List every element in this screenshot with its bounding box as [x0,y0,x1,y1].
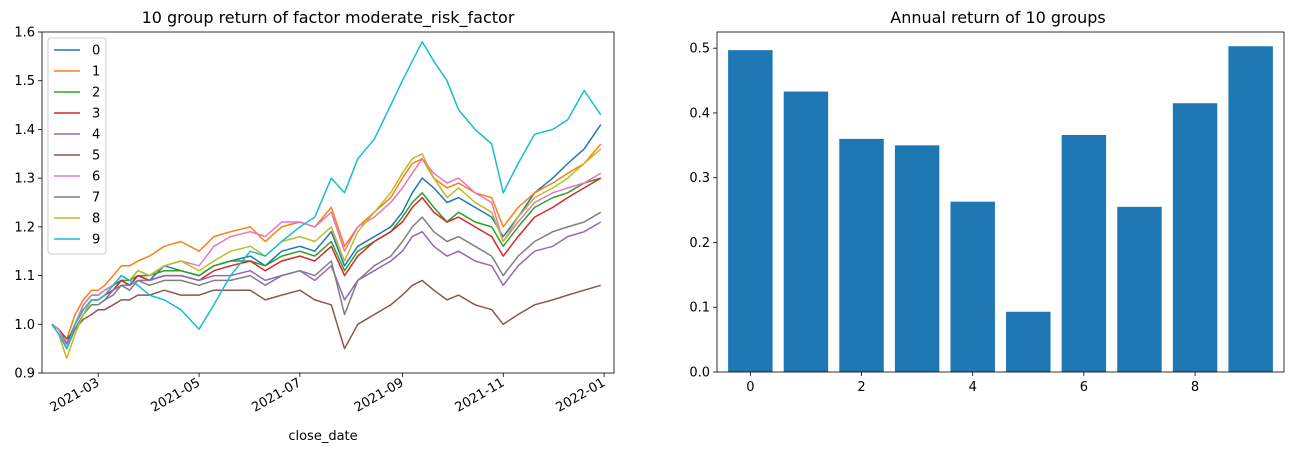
line-chart-frame [41,31,615,374]
bar-6 [1061,134,1107,372]
legend-label-4: 4 [92,128,100,143]
series-line-6 [51,157,602,350]
legend-label-9: 9 [92,233,100,248]
series-line-7 [51,211,602,350]
bar-chart: Annual return of 10 groups 0.00.10.20.30… [689,8,1285,395]
bar-chart-x-axis: 0 2 4 6 8 [746,372,1199,395]
bar-chart-bars [728,46,1273,373]
bar-5 [1006,311,1051,372]
series-line-9 [51,40,602,350]
x-tick-label: 2 [857,380,865,395]
bar-7 [1117,206,1162,372]
legend-label-7: 7 [92,191,100,206]
legend-label-6: 6 [92,170,100,185]
line-chart-x-label: close_date [288,429,357,444]
y-tick-label: 1.5 [14,74,35,89]
line-chart: 10 group return of factor moderate_risk_… [14,8,615,444]
x-tick-label: 2021-11 [453,375,508,415]
y-tick-label: 0.9 [14,367,35,382]
series-line-1 [51,143,602,340]
y-tick-label: 0.5 [689,42,710,57]
line-chart-x-axis: 2021-03 2021-05 2021-07 2021-09 2021-11 2022-… [48,373,608,416]
x-tick-label: 6 [1080,380,1088,395]
x-tick-label: 0 [746,380,754,395]
bar-8 [1172,103,1218,372]
series-line-5 [51,279,602,350]
legend-label-1: 1 [92,65,100,80]
bar-chart-y-axis: 0.0 0.1 0.2 0.3 0.4 0.5 [689,42,717,381]
legend-label-8: 8 [92,212,100,227]
series-line-3 [51,177,602,345]
bar-chart-frame [716,31,1285,373]
x-tick-label: 2021-07 [249,375,304,415]
y-tick-label: 0.4 [689,106,710,121]
line-chart-series [51,40,602,360]
x-tick-label: 2021-09 [352,375,407,415]
y-tick-label: 1.1 [14,269,35,284]
bar-1 [783,91,829,372]
y-tick-label: 0.2 [689,236,710,251]
y-tick-label: 1.4 [14,123,35,138]
legend-label-2: 2 [92,86,100,101]
x-tick-label: 2021-05 [149,375,204,415]
bar-0 [728,50,773,373]
y-tick-label: 0.1 [689,301,710,316]
line-chart-y-axis: 0.9 1.0 1.1 1.2 1.3 1.4 1.5 1.6 [14,26,42,382]
x-tick-label: 4 [969,380,977,395]
bar-2 [839,138,884,372]
bar-3 [894,145,940,372]
line-chart-title: 10 group return of factor moderate_risk_… [142,8,515,28]
legend-label-0: 0 [92,44,100,59]
y-tick-label: 1.6 [14,26,35,41]
y-tick-label: 1.2 [14,220,35,235]
x-tick-label: 2021-03 [48,375,103,415]
x-tick-label: 2022-01 [554,375,609,415]
legend-label-3: 3 [92,107,100,122]
series-line-2 [51,177,602,345]
line-chart-legend: 0 1 2 3 4 5 6 7 8 9 [47,37,107,255]
bar-chart-title: Annual return of 10 groups [890,8,1105,27]
bar-4 [950,201,995,372]
series-line-8 [51,148,602,360]
y-tick-label: 0.0 [689,366,710,381]
x-tick-label: 8 [1191,380,1199,395]
y-tick-label: 0.3 [689,171,710,186]
series-line-0 [51,124,602,345]
bar-9 [1228,46,1273,372]
y-tick-label: 1.0 [14,318,35,333]
legend-label-5: 5 [92,149,100,164]
y-tick-label: 1.3 [14,172,35,187]
